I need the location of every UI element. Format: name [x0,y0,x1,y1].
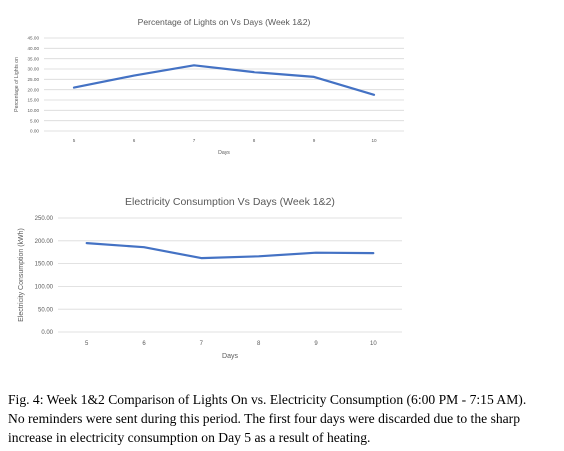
y-tick-label: 25.00 [28,77,40,82]
x-axis-label: Days [222,353,238,360]
electricity-consumption-chart: Electricity Consumption Vs Days (Week 1&… [18,196,402,360]
y-tick-label: 20.00 [28,87,40,92]
y-tick-label: 30.00 [28,67,40,72]
x-tick-label: 9 [314,341,318,347]
y-tick-label: 40.00 [28,46,40,51]
caption-line-1: Fig. 4: Week 1&2 Comparison of Lights On… [8,392,527,407]
y-tick-label: 10.00 [28,108,40,113]
caption-line-2: No reminders were sent during this perio… [8,411,521,426]
x-tick-label: 9 [313,138,316,143]
y-tick-label: 0.00 [41,330,53,336]
chart-title: Percentage of Lights on Vs Days (Week 1&… [138,17,311,27]
y-tick-label: 0.00 [30,129,39,134]
x-tick-label: 5 [85,341,89,347]
y-tick-label: 35.00 [28,56,40,61]
x-tick-label: 8 [257,341,261,347]
x-tick-label: 7 [193,138,196,143]
x-tick-label: 8 [253,138,256,143]
series-line [85,242,375,260]
x-tick-label: 5 [73,138,76,143]
series-line [72,64,376,96]
x-tick-label: 7 [200,341,204,347]
x-tick-label: 6 [142,341,146,347]
figure-canvas: Percentage of Lights on Vs Days (Week 1&… [14,17,404,360]
y-axis-label: Electricity Consumption (kWh) [18,228,25,322]
x-tick-label: 6 [133,138,136,143]
chart-title: Electricity Consumption Vs Days (Week 1&… [125,196,335,208]
y-tick-label: 150.00 [35,262,54,268]
y-tick-label: 100.00 [35,285,54,291]
y-tick-label: 250.00 [35,216,54,222]
x-axis-label: Days [218,150,230,156]
x-tick-label: 10 [370,341,377,347]
figure-caption: Fig. 4: Week 1&2 Comparison of Lights On… [8,390,560,447]
y-tick-label: 200.00 [35,239,54,245]
y-tick-label: 50.00 [38,307,54,313]
lights-on-chart: Percentage of Lights on Vs Days (Week 1&… [14,17,404,156]
y-axis-label: Percentage of Lights on [14,57,20,112]
caption-line-3: increase in electricity consumption on D… [8,430,371,445]
y-tick-label: 5.00 [30,118,39,123]
x-tick-label: 10 [371,138,377,143]
y-tick-label: 45.00 [28,36,40,41]
y-tick-label: 15.00 [28,98,40,103]
